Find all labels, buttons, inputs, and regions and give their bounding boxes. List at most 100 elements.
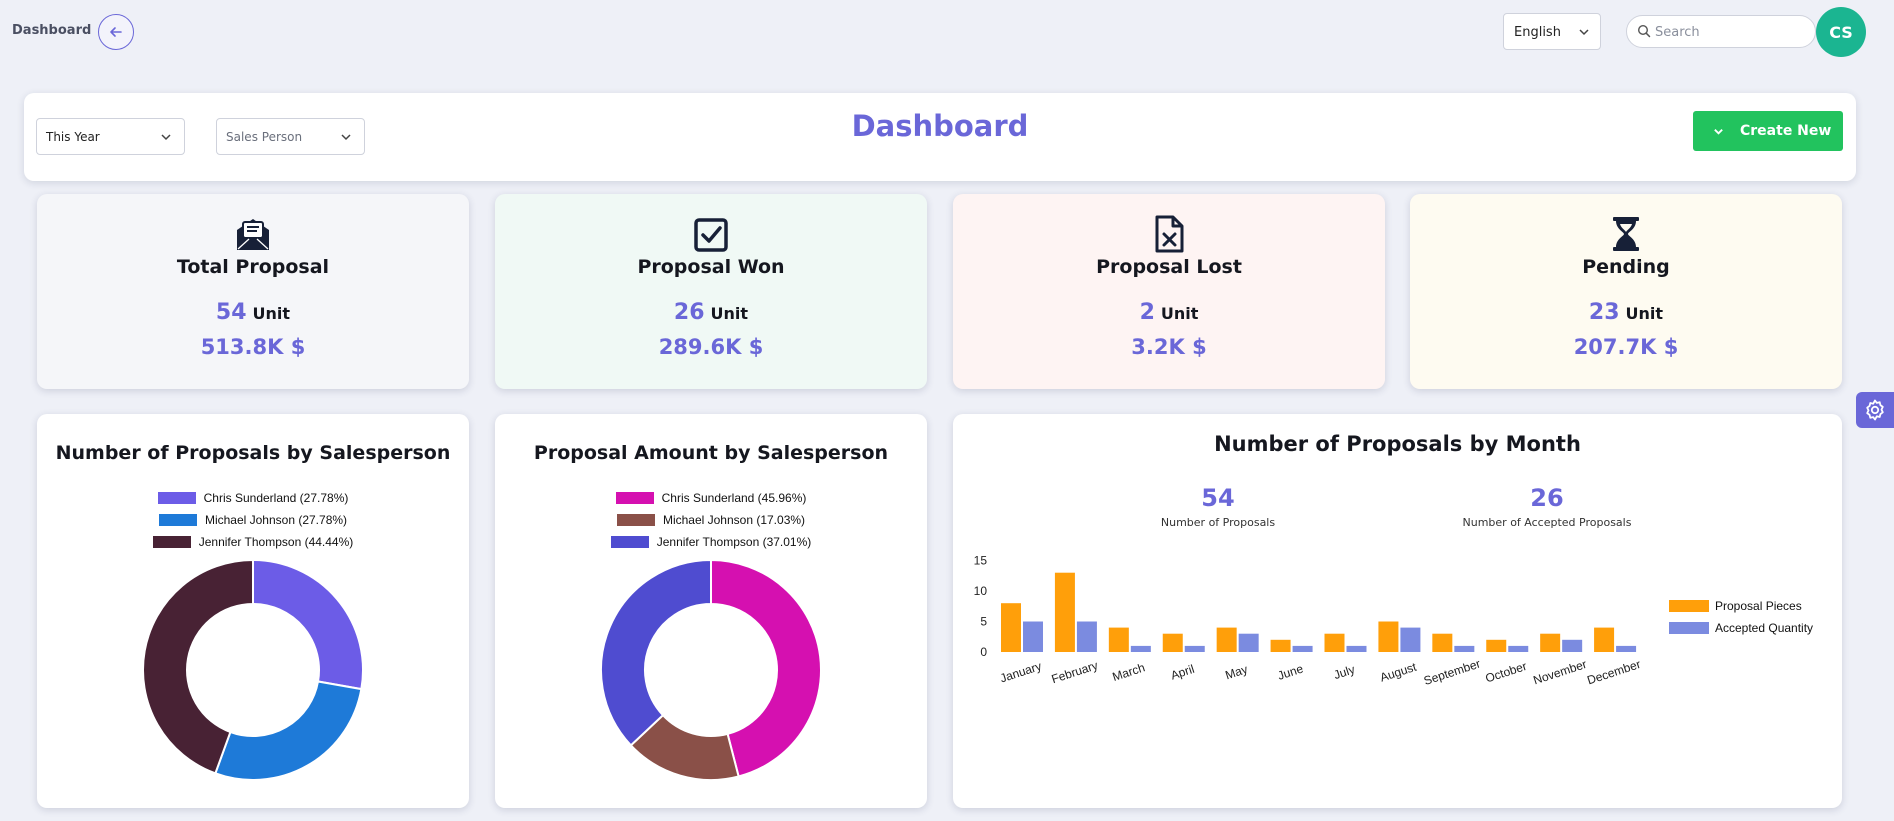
bar[interactable] — [1216, 627, 1237, 652]
legend-label: Jennifer Thompson (44.44%) — [198, 535, 354, 549]
kpi-label: Number of Proposals — [1160, 516, 1276, 529]
settings-button[interactable] — [1856, 392, 1894, 428]
stat-title: Proposal Lost — [1096, 256, 1242, 278]
legend-swatch — [1669, 600, 1709, 612]
chart-title: Number of Proposals by Salesperson — [55, 442, 451, 464]
x-tick-label: November — [1531, 657, 1588, 687]
stat-card-total-proposal[interactable]: Total Proposal 54 Unit 513.8K $ — [37, 194, 469, 389]
bar[interactable] — [1238, 633, 1259, 652]
bar[interactable] — [1346, 645, 1367, 652]
kpi-label: Number of Accepted Proposals — [1462, 516, 1632, 529]
bar[interactable] — [1184, 645, 1205, 652]
legend-swatch — [610, 536, 649, 548]
legend-item[interactable]: Jennifer Thompson (44.44%) — [37, 534, 469, 550]
stat-card-proposal-lost[interactable]: Proposal Lost 2 Unit 3.2K $ — [953, 194, 1385, 389]
language-select[interactable]: English — [1503, 13, 1601, 50]
arrow-left-icon — [110, 27, 122, 37]
stat-unit-label: Unit — [710, 304, 749, 323]
salesperson-filter-select[interactable]: Sales Person — [216, 118, 365, 155]
x-tick-label: April — [1169, 662, 1196, 683]
stat-count: 23 Unit — [1410, 300, 1842, 325]
chevron-down-icon — [1714, 128, 1723, 135]
bar[interactable] — [1270, 639, 1291, 652]
envelope-open-icon — [237, 219, 269, 250]
filter-header: This Year Sales Person Dashboard Create … — [24, 93, 1856, 181]
bar[interactable] — [1054, 572, 1075, 652]
chart-card-proposals-by-salesperson: Number of Proposals by Salesperson Chris… — [37, 414, 469, 808]
period-filter-value: This Year — [46, 130, 100, 144]
period-filter-select[interactable]: This Year — [36, 118, 185, 155]
legend-item[interactable]: Chris Sunderland (27.78%) — [37, 490, 469, 506]
stat-count-value: 2 — [1139, 300, 1155, 325]
donut-chart — [600, 558, 822, 781]
bar[interactable] — [1001, 603, 1021, 652]
user-avatar[interactable]: CS — [1816, 7, 1866, 57]
y-tick-label: 5 — [980, 615, 987, 629]
bar[interactable] — [1508, 645, 1529, 652]
bar[interactable] — [1400, 627, 1421, 652]
checkbox-checked-icon — [694, 218, 728, 252]
bar[interactable] — [1616, 645, 1637, 652]
donut-slice[interactable] — [142, 558, 254, 775]
x-tick-label: September — [1422, 656, 1482, 687]
bar[interactable] — [1023, 621, 1043, 653]
chart-card-proposals-by-month: Number of Proposals by Month 54 Number o… — [953, 414, 1842, 808]
bar[interactable] — [1108, 627, 1129, 652]
bar[interactable] — [1324, 633, 1345, 652]
bar[interactable] — [1076, 621, 1097, 653]
bar[interactable] — [1130, 645, 1151, 652]
hourglass-icon — [1613, 217, 1639, 251]
bar[interactable] — [1292, 645, 1313, 652]
back-button[interactable] — [98, 14, 134, 50]
donut-slice[interactable] — [214, 680, 363, 781]
bar[interactable] — [1486, 639, 1507, 652]
bar[interactable] — [1162, 633, 1183, 652]
stat-amount: 3.2K $ — [1131, 335, 1207, 359]
x-tick-label: March — [1111, 660, 1147, 684]
legend-swatch — [1669, 622, 1709, 634]
stat-title: Proposal Won — [637, 256, 785, 278]
donut-slice[interactable] — [600, 558, 712, 747]
chart-title: Number of Proposals by Month — [1214, 432, 1581, 456]
stat-card-pending[interactable]: Pending 23 Unit 207.7K $ — [1410, 194, 1842, 389]
stat-count-value: 54 — [215, 300, 247, 325]
legend-label: Jennifer Thompson (37.01%) — [656, 535, 812, 549]
gear-icon — [1866, 399, 1884, 421]
legend-swatch — [158, 514, 197, 526]
breadcrumb[interactable]: Dashboard — [12, 23, 92, 38]
bar[interactable] — [1454, 645, 1475, 652]
stat-count: 54 Unit — [37, 300, 469, 325]
language-select-value: English — [1514, 25, 1561, 40]
stat-card-proposal-won[interactable]: Proposal Won 26 Unit 289.6K $ — [495, 194, 927, 389]
legend-swatch — [615, 492, 654, 504]
y-tick-label: 10 — [974, 584, 988, 598]
legend-swatch — [152, 536, 191, 548]
kpi-value: 26 — [1530, 484, 1564, 512]
bar[interactable] — [1594, 627, 1615, 652]
bar[interactable] — [1540, 633, 1561, 652]
donut-slice[interactable] — [710, 558, 822, 778]
create-new-button[interactable]: Create New — [1693, 111, 1843, 151]
legend-item[interactable]: Chris Sunderland (45.96%) — [495, 490, 927, 506]
x-tick-label: July — [1332, 662, 1357, 682]
bar[interactable] — [1432, 633, 1453, 652]
legend-item[interactable]: Michael Johnson (27.78%) — [37, 512, 469, 528]
donut-chart — [142, 558, 364, 781]
stat-amount: 207.7K $ — [1573, 335, 1679, 359]
donut-slice[interactable] — [252, 558, 364, 691]
legend-label: Chris Sunderland (27.78%) — [203, 491, 349, 505]
bar[interactable] — [1562, 639, 1583, 652]
legend-item[interactable]: Jennifer Thompson (37.01%) — [495, 534, 927, 550]
top-bar: Dashboard English CS — [0, 0, 1894, 64]
search-box[interactable] — [1626, 15, 1816, 48]
legend-item[interactable]: Michael Johnson (17.03%) — [495, 512, 927, 528]
x-tick-label: October — [1484, 659, 1529, 686]
kpi-accepted-proposals: 26 Number of Accepted Proposals — [1417, 484, 1677, 529]
search-input[interactable] — [1655, 22, 1805, 42]
x-tick-label: December — [1585, 657, 1642, 687]
legend-label: Chris Sunderland (45.96%) — [661, 491, 807, 505]
kpi-total-proposals: 54 Number of Proposals — [1088, 484, 1348, 529]
bar[interactable] — [1378, 621, 1399, 653]
y-tick-label: 15 — [974, 554, 988, 568]
stat-unit-label: Unit — [1625, 304, 1664, 323]
